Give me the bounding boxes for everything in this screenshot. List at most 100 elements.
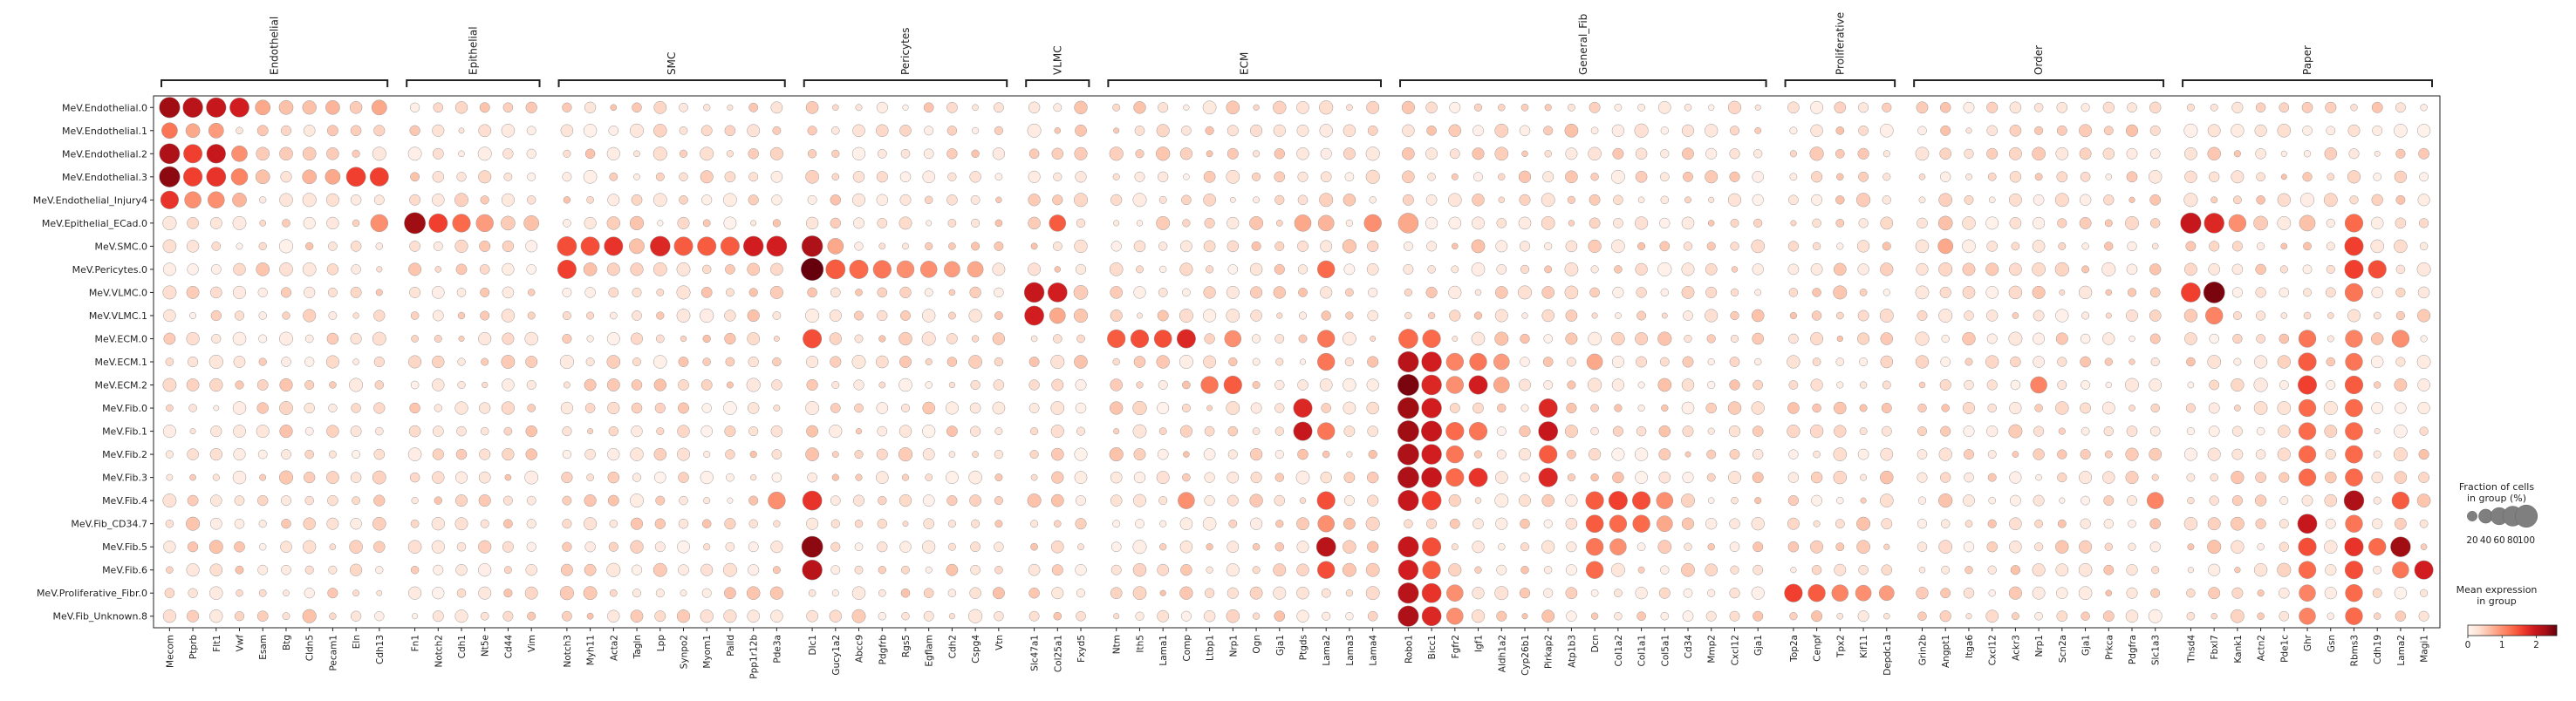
dot — [2419, 242, 2429, 251]
dot — [1963, 101, 1975, 113]
dot — [1468, 422, 1488, 441]
dot — [1788, 380, 1799, 390]
dot — [1683, 310, 1693, 321]
dot — [747, 124, 761, 138]
dot — [1963, 449, 1975, 460]
dot — [1788, 333, 1799, 344]
group-label: ECM — [1239, 52, 1251, 75]
dot — [304, 286, 316, 299]
dot — [326, 147, 339, 160]
dot — [1397, 420, 1419, 443]
dot — [1544, 104, 1552, 112]
dot — [723, 401, 737, 415]
dot — [584, 493, 597, 507]
dot — [901, 565, 910, 575]
dot — [970, 194, 981, 205]
dot — [1053, 611, 1063, 621]
dot — [1541, 309, 1554, 323]
dot — [456, 425, 467, 437]
dot — [2183, 123, 2198, 138]
dot — [454, 494, 468, 507]
dot — [678, 379, 689, 391]
dot — [2103, 126, 2114, 136]
dot — [278, 239, 294, 254]
dot — [967, 609, 983, 623]
dot — [1159, 520, 1167, 527]
dot — [456, 172, 467, 182]
dot — [1659, 217, 1671, 229]
dot — [1052, 242, 1063, 251]
dot — [2327, 612, 2335, 620]
dot — [1181, 126, 1192, 136]
dot — [899, 194, 912, 206]
dot — [1421, 420, 1443, 442]
dot — [1987, 565, 1997, 575]
dot — [876, 171, 888, 183]
dot — [2324, 493, 2338, 507]
dot — [2299, 193, 2315, 208]
row-label: MeV.SMC.0 — [94, 241, 147, 252]
dot — [1964, 194, 1974, 205]
dot — [1860, 497, 1867, 504]
dot — [2207, 540, 2222, 555]
dot — [1158, 171, 1169, 182]
dot — [724, 125, 736, 137]
dot — [186, 285, 200, 299]
dot — [994, 311, 1003, 320]
dot — [1024, 305, 1044, 326]
dot — [1074, 146, 1088, 160]
dot — [1541, 493, 1554, 507]
dot — [1635, 332, 1649, 345]
dot — [2205, 306, 2224, 325]
dot — [258, 357, 267, 366]
dot — [1810, 124, 1823, 138]
dot — [2231, 378, 2245, 392]
dot — [802, 490, 823, 511]
dot — [2278, 425, 2291, 438]
dot — [186, 331, 200, 346]
gene-label: Notch3 — [563, 635, 573, 668]
dot — [1681, 285, 1695, 299]
dot — [432, 471, 445, 484]
dot — [527, 311, 536, 320]
dot — [213, 405, 220, 412]
dot — [2034, 126, 2044, 135]
gene-label: Scn2a — [2058, 635, 2068, 663]
dot — [236, 589, 243, 597]
dot — [877, 310, 888, 322]
dot — [1916, 101, 1929, 114]
dot — [1880, 216, 1894, 230]
dot — [1835, 126, 1845, 135]
dot — [629, 215, 645, 231]
dot — [2057, 449, 2067, 459]
dot — [1074, 447, 1088, 461]
dot — [189, 312, 197, 319]
dot — [1753, 379, 1764, 391]
dot — [702, 219, 711, 228]
dot — [584, 448, 596, 460]
dot — [1449, 403, 1460, 413]
dot — [653, 355, 667, 369]
dot — [2299, 607, 2316, 625]
dot — [1449, 148, 1460, 160]
dot — [281, 495, 291, 507]
dot — [280, 171, 292, 183]
dot — [1110, 241, 1122, 252]
dot — [1317, 214, 1335, 232]
dot — [876, 402, 889, 414]
gene-label: Pdgfrb — [878, 635, 888, 665]
dot — [771, 449, 782, 459]
dot — [373, 310, 386, 322]
dot — [1634, 216, 1649, 230]
dot — [1050, 493, 1064, 507]
dot — [1706, 449, 1717, 459]
dot — [1451, 265, 1459, 274]
dot — [189, 428, 196, 435]
dot — [2149, 310, 2162, 322]
dot — [374, 380, 385, 390]
dot — [972, 126, 980, 134]
dot — [2081, 380, 2091, 390]
dot — [562, 426, 572, 437]
row-label: MeV.Proliferative_Fibr.0 — [37, 588, 147, 599]
dot — [2231, 495, 2243, 507]
